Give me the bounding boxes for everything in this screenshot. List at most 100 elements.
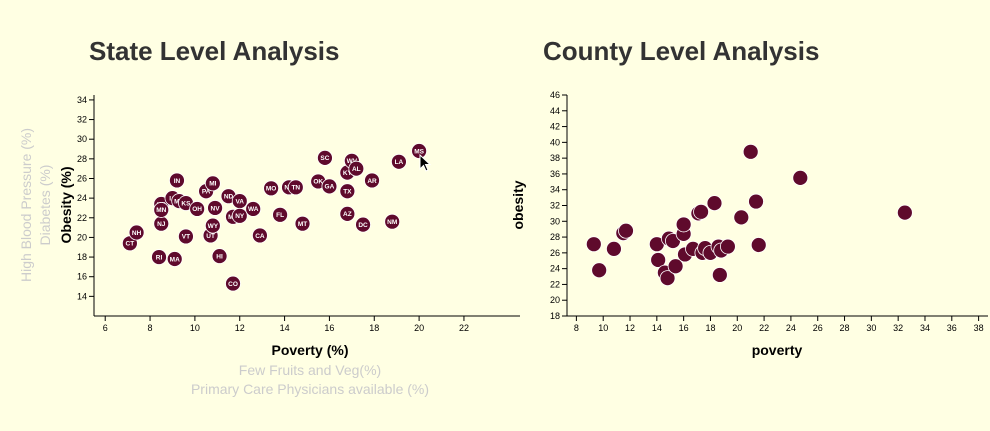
state-point[interactable]: IN bbox=[169, 172, 185, 189]
state-point[interactable]: MA bbox=[166, 251, 183, 267]
county-point[interactable] bbox=[706, 195, 723, 212]
state-point-marker[interactable] bbox=[317, 149, 333, 166]
state-point[interactable]: NV bbox=[207, 200, 223, 216]
county-point-marker[interactable] bbox=[667, 258, 684, 275]
county-point-marker[interactable] bbox=[693, 203, 709, 220]
county-point[interactable] bbox=[591, 262, 608, 279]
county-point-marker[interactable] bbox=[742, 143, 759, 160]
state-point[interactable]: TX bbox=[339, 183, 356, 200]
county-point-marker[interactable] bbox=[659, 270, 676, 287]
state-point-marker[interactable] bbox=[225, 275, 241, 292]
state-point[interactable]: LA bbox=[391, 153, 407, 170]
state-point[interactable]: TN bbox=[287, 179, 304, 196]
state-point[interactable]: AL bbox=[348, 160, 365, 177]
state-point-marker[interactable] bbox=[287, 179, 304, 196]
state-point[interactable]: OH bbox=[189, 201, 206, 217]
county-point[interactable] bbox=[733, 209, 750, 226]
state-point[interactable]: RI bbox=[151, 249, 167, 265]
state-point-marker[interactable] bbox=[166, 251, 183, 267]
county-point-marker[interactable] bbox=[606, 241, 622, 257]
county-point-marker[interactable] bbox=[748, 193, 764, 210]
state-point-marker[interactable] bbox=[252, 227, 268, 244]
county-point-marker[interactable] bbox=[750, 237, 767, 253]
state-point-marker[interactable] bbox=[384, 213, 401, 230]
state-point[interactable]: NH bbox=[128, 224, 145, 241]
state-point[interactable]: CA bbox=[252, 227, 268, 244]
state-point[interactable]: WY bbox=[204, 217, 221, 234]
state-point[interactable]: NY bbox=[231, 207, 248, 224]
county-point-marker[interactable] bbox=[719, 238, 736, 255]
state-point[interactable]: VA bbox=[231, 193, 248, 209]
state-point-marker[interactable] bbox=[245, 201, 262, 217]
county-point-marker[interactable] bbox=[585, 236, 602, 253]
state-point[interactable]: VT bbox=[178, 228, 194, 245]
county-point[interactable] bbox=[693, 203, 709, 220]
county-point[interactable] bbox=[659, 270, 676, 287]
state-point-marker[interactable] bbox=[364, 172, 380, 189]
county-point-marker[interactable] bbox=[896, 204, 913, 221]
county-point-marker[interactable] bbox=[711, 267, 728, 283]
state-point-marker[interactable] bbox=[294, 215, 311, 232]
state-point-marker[interactable] bbox=[211, 248, 228, 264]
y-axis-option-obesity[interactable]: Obesity (%) bbox=[58, 166, 74, 243]
state-point-marker[interactable] bbox=[272, 206, 288, 223]
state-point[interactable]: NM bbox=[384, 213, 401, 230]
state-point-marker[interactable] bbox=[207, 200, 223, 216]
county-point[interactable] bbox=[675, 216, 692, 233]
state-point[interactable]: FL bbox=[272, 206, 288, 223]
state-point[interactable]: NJ bbox=[153, 215, 170, 232]
state-point-marker[interactable] bbox=[355, 216, 371, 233]
state-point-marker[interactable] bbox=[339, 205, 356, 222]
state-point-marker[interactable] bbox=[189, 201, 206, 217]
state-point[interactable]: DC bbox=[355, 216, 371, 233]
county-point-marker[interactable] bbox=[706, 195, 723, 212]
y-axis-option-diabetes[interactable]: Diabetes (%) bbox=[37, 165, 53, 246]
county-point[interactable] bbox=[618, 222, 634, 239]
state-point[interactable]: CO bbox=[225, 275, 241, 292]
county-point[interactable] bbox=[650, 252, 667, 268]
state-point[interactable]: WA bbox=[245, 201, 262, 217]
county-point[interactable] bbox=[606, 241, 622, 257]
state-point[interactable]: GA bbox=[321, 178, 338, 195]
county-point[interactable] bbox=[667, 258, 684, 275]
x-axis-option-fruits-veg[interactable]: Few Fruits and Veg(%) bbox=[239, 362, 381, 378]
x-axis-option-poverty[interactable]: Poverty (%) bbox=[271, 342, 348, 358]
x-axis-option-physicians[interactable]: Primary Care Physicians available (%) bbox=[191, 381, 429, 397]
state-point[interactable]: AZ bbox=[339, 205, 356, 222]
state-point-marker[interactable] bbox=[391, 153, 407, 170]
state-point[interactable]: MN bbox=[153, 202, 170, 218]
county-point[interactable] bbox=[742, 143, 759, 160]
state-point[interactable]: AR bbox=[364, 172, 380, 189]
state-point-marker[interactable] bbox=[339, 183, 356, 200]
county-point[interactable] bbox=[792, 169, 809, 186]
state-point-marker[interactable] bbox=[153, 202, 170, 218]
state-point-marker[interactable] bbox=[348, 160, 365, 177]
state-point-marker[interactable] bbox=[231, 207, 248, 224]
county-point[interactable] bbox=[711, 267, 728, 283]
county-point[interactable] bbox=[750, 237, 767, 253]
state-point-marker[interactable] bbox=[128, 224, 145, 241]
county-point-marker[interactable] bbox=[591, 262, 608, 279]
state-point[interactable]: MT bbox=[294, 215, 311, 232]
state-point-marker[interactable] bbox=[263, 180, 280, 197]
county-point[interactable] bbox=[896, 204, 913, 221]
state-point[interactable]: SC bbox=[317, 149, 333, 166]
county-point[interactable] bbox=[719, 238, 736, 255]
state-point-marker[interactable] bbox=[178, 228, 194, 245]
state-point[interactable]: MS bbox=[411, 143, 428, 159]
county-point-marker[interactable] bbox=[733, 209, 750, 226]
state-point[interactable]: MO bbox=[263, 180, 280, 197]
county-point-marker[interactable] bbox=[792, 169, 809, 186]
state-point-marker[interactable] bbox=[169, 172, 185, 189]
county-point-marker[interactable] bbox=[618, 222, 634, 239]
county-point[interactable] bbox=[585, 236, 602, 253]
state-point-marker[interactable] bbox=[321, 178, 338, 195]
state-point-marker[interactable] bbox=[151, 249, 167, 265]
state-point-marker[interactable] bbox=[204, 217, 221, 234]
state-point[interactable]: HI bbox=[211, 248, 228, 264]
state-point-marker[interactable] bbox=[411, 143, 428, 159]
y-axis-option-blood-pressure[interactable]: High Blood Pressure (%) bbox=[18, 128, 34, 282]
county-point-marker[interactable] bbox=[650, 252, 667, 268]
county-point[interactable] bbox=[748, 193, 764, 210]
county-point-marker[interactable] bbox=[675, 216, 692, 233]
